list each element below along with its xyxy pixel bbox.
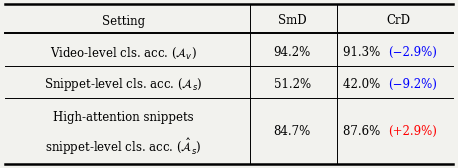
Text: 91.3%: 91.3%: [343, 46, 384, 59]
Text: Snippet-level cls. acc. ($\mathcal{A}_s$): Snippet-level cls. acc. ($\mathcal{A}_s$…: [44, 76, 203, 93]
Text: (+2.9%): (+2.9%): [388, 125, 437, 138]
Text: (−9.2%): (−9.2%): [388, 78, 437, 91]
Text: Video-level cls. acc. ($\mathcal{A}_v$): Video-level cls. acc. ($\mathcal{A}_v$): [50, 45, 197, 60]
Text: High-attention snippets: High-attention snippets: [53, 111, 194, 124]
Text: 94.2%: 94.2%: [273, 46, 311, 59]
Text: SmD: SmD: [278, 14, 306, 28]
Text: Setting: Setting: [102, 14, 145, 28]
Text: 51.2%: 51.2%: [273, 78, 311, 91]
Text: CrD: CrD: [387, 14, 410, 28]
Text: 87.6%: 87.6%: [343, 125, 384, 138]
Text: snippet-level cls. acc. ($\hat{\mathcal{A}}_s$): snippet-level cls. acc. ($\hat{\mathcal{…: [45, 136, 202, 157]
Text: 84.7%: 84.7%: [273, 125, 311, 138]
Text: 42.0%: 42.0%: [343, 78, 384, 91]
Text: (−2.9%): (−2.9%): [388, 46, 437, 59]
